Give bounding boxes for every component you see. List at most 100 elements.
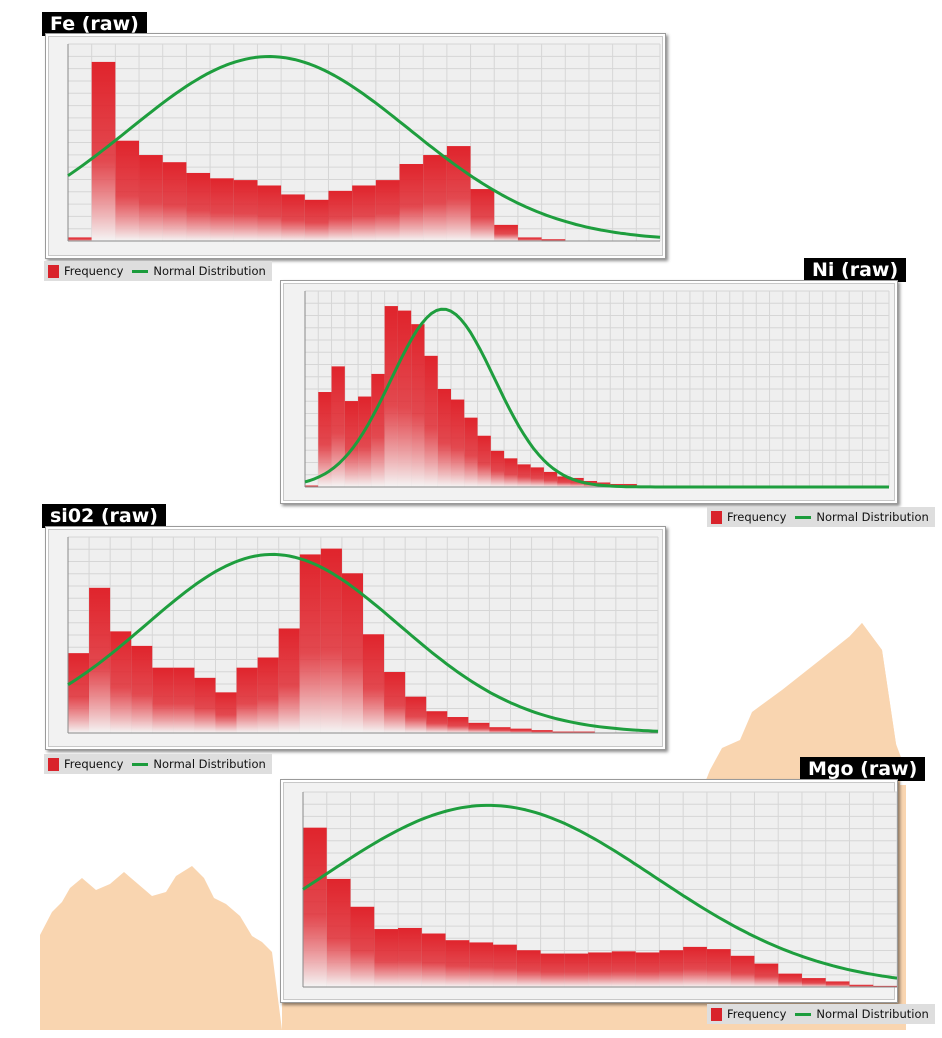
frequency-bar (588, 952, 612, 987)
frequency-bar (510, 728, 532, 733)
frequency-bar (659, 950, 684, 987)
frequency-bar (303, 827, 327, 987)
frequency-bar (541, 239, 566, 241)
frequency-bar (257, 185, 282, 241)
frequency-bar (215, 692, 237, 733)
frequency-bar (371, 373, 385, 487)
frequency-bar (363, 634, 385, 733)
frequency-bar (358, 396, 372, 487)
frequency-bar (611, 951, 636, 987)
frequency-bar (411, 324, 425, 487)
frequency-bar (754, 963, 779, 987)
normal-distribution-curve (302, 803, 897, 980)
frequency-bar (278, 628, 300, 733)
frequency-bar (305, 485, 319, 487)
frequency-bar (186, 172, 211, 241)
frequency-bar (236, 667, 258, 733)
chart-title: si02 (raw) (42, 504, 166, 528)
frequency-bar (494, 224, 518, 241)
frequency-bar (504, 458, 518, 487)
frequency-bar (437, 389, 451, 487)
frequency-bar (531, 730, 553, 733)
frequency-bar (326, 878, 351, 987)
normal-distribution-swatch (132, 762, 149, 766)
frequency-bar (464, 417, 478, 487)
frequency-bar (543, 471, 558, 487)
frequency-bar (421, 933, 446, 987)
frequency-bar (304, 199, 329, 241)
chart-title: Mgo (raw) (800, 757, 926, 781)
frequency-bar (493, 944, 517, 987)
frequency-bar (397, 310, 412, 487)
frequency-bar (68, 653, 90, 733)
frequency-bar (131, 645, 153, 733)
frequency-bar (426, 711, 448, 733)
normal-distribution-swatch (795, 515, 812, 519)
frequency-bar (344, 401, 359, 487)
frequency-bar (384, 672, 406, 733)
frequency-bar (683, 946, 707, 987)
legend-normal-distribution: Normal Distribution (153, 757, 266, 771)
frequency-bar (730, 955, 755, 987)
frequency-bar (445, 940, 470, 987)
frequency-bar (424, 355, 438, 487)
chart-title: Fe (raw) (42, 12, 147, 36)
frequency-bar (299, 554, 321, 733)
frequency-bar (564, 953, 589, 987)
chart-frame (45, 33, 666, 259)
normal-distribution-swatch (132, 269, 149, 273)
frequency-bar (477, 435, 491, 487)
legend: Frequency Normal Distribution (44, 261, 272, 281)
frequency-swatch (711, 1007, 722, 1021)
frequency-bar (331, 366, 345, 487)
frequency-bar (162, 162, 187, 241)
histogram-plot (67, 43, 661, 242)
frequency-bar (233, 180, 258, 241)
frequency-bar (706, 949, 731, 987)
frequency-bar (68, 237, 92, 241)
frequency-bar (873, 985, 897, 987)
frequency-bar (281, 194, 305, 241)
frequency-bar (540, 953, 565, 987)
frequency-bar (469, 942, 494, 987)
frequency-bar (517, 237, 542, 241)
frequency-swatch (48, 264, 59, 278)
frequency-bar (530, 467, 544, 487)
legend: Frequency Normal Distribution (707, 1004, 935, 1024)
frequency-bar (635, 952, 660, 987)
normal-distribution-swatch (795, 1012, 812, 1016)
normal-distribution-curve (67, 552, 659, 733)
frequency-bar (490, 450, 505, 487)
frequency-bar (451, 399, 465, 487)
frequency-bar (557, 476, 571, 487)
frequency-bar (516, 950, 541, 987)
frequency-bar (320, 548, 342, 733)
frequency-bar (375, 180, 400, 241)
frequency-bar (352, 185, 376, 241)
legend-normal-distribution: Normal Distribution (816, 1007, 929, 1021)
frequency-bar (139, 155, 163, 241)
frequency-bar (194, 677, 216, 733)
frequency-bar (849, 984, 874, 987)
normal-distribution-curve (304, 307, 889, 489)
frequency-bar (489, 727, 511, 733)
histogram-plot (304, 290, 890, 489)
normal-distribution-curve (67, 55, 661, 239)
frequency-bar (115, 140, 140, 241)
chart-frame (280, 779, 898, 1003)
chart-frame (45, 526, 666, 750)
frequency-bar (552, 731, 574, 733)
frequency-swatch (711, 510, 722, 524)
frequency-bar (398, 927, 422, 987)
frequency-swatch (48, 757, 59, 771)
legend-frequency: Frequency (64, 264, 124, 278)
frequency-bar (517, 464, 531, 487)
frequency-bar (778, 973, 802, 987)
histogram-plot (67, 536, 659, 734)
frequency-bar (470, 189, 495, 241)
frequency-bar (89, 587, 111, 733)
frequency-bar (384, 306, 398, 487)
frequency-bar (468, 722, 490, 733)
frequency-bar (374, 929, 399, 987)
legend-normal-distribution: Normal Distribution (153, 264, 266, 278)
